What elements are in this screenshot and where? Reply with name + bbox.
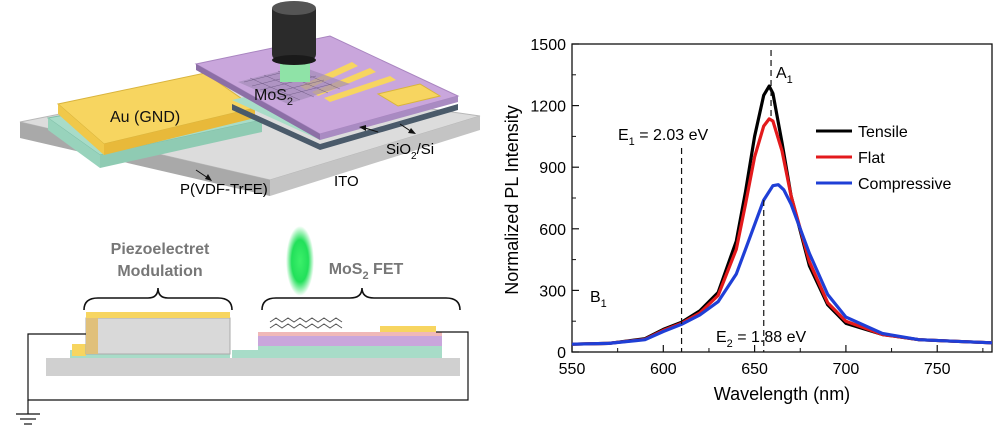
piezo-label-1: Piezoelectret [111,241,210,258]
x-tick-label: 650 [741,361,768,378]
ito-label: ITO [334,173,359,190]
series-line-flat [571,117,993,346]
au-gnd-label: Au (GND) [110,109,180,126]
laser-beam [286,226,314,296]
plot-area [571,43,993,353]
series-lines [571,84,993,346]
legend-label-tensile: Tensile [858,124,908,141]
e2-annotation: E2 = 1.88 eV [716,329,807,350]
substrate-side [270,116,480,196]
x-tick-label: 600 [650,361,677,378]
x-tick-label: 750 [924,361,951,378]
pl-spectrum-chart: 550 600 650 700 750 0 300 600 900 1200 1500 Wavele… [502,37,993,404]
mos2-flake [238,66,350,104]
y-tick-label: 300 [539,283,566,300]
legend: Tensile Flat Compressive [816,124,951,193]
y-tick-label: 1200 [530,99,566,116]
device-schematic: Au (GND) MoS2 P(VDF-TrFE) ITO SiO2/Si Pi… [16,1,481,425]
e1-annotation: E1 = 2.03 eV [618,127,709,148]
y-tick-label: 600 [539,222,566,239]
mos2-label: MoS2 [254,87,293,108]
series-line-compressive [571,183,993,346]
legend-label-flat: Flat [858,150,885,167]
braces [83,287,461,311]
au-gnd-front [104,108,255,155]
x-tick-label: 700 [833,361,860,378]
series-line-tensile [571,84,993,346]
y-tick-label: 1500 [530,37,566,54]
cross-section [16,312,469,425]
piezo-label-2: Modulation [117,263,202,280]
pointer-arrows [195,123,416,181]
plot-frame [571,43,993,353]
electrode-pad [376,83,442,107]
y-tick-label: 0 [557,345,566,362]
axis-ticks: 550 600 650 700 750 0 300 600 900 1200 1500 [530,37,984,378]
b1-annotation: B1 [590,289,607,310]
y-tick-label: 900 [539,160,566,177]
au-gnd-side [58,104,104,155]
pvdf-label: P(VDF-TrFE) [180,181,268,198]
sio2-label: SiO2/Si [386,141,434,162]
annotations [680,50,772,352]
legend-label-compressive: Compressive [858,176,951,193]
x-tick-label: 550 [559,361,586,378]
y-axis-label: Normalized PL Intensity [502,105,522,294]
objective-lens-icon [272,1,316,82]
x-axis-label: Wavelength (nm) [714,384,850,404]
fet-label: MoS2 FET [329,261,404,282]
a1-annotation: A1 [776,65,793,86]
